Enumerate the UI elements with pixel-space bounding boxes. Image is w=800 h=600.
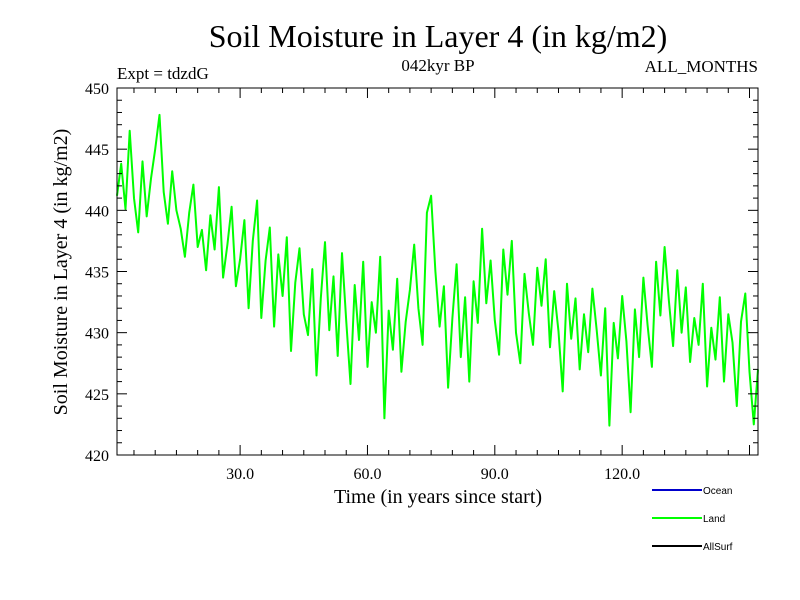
subtitle-experiment: Expt = tdzdG [117,64,209,83]
x-axis-label: Time (in years since start) [334,486,542,508]
legend: Ocean Land AllSurf [652,486,733,553]
x-tick-label: 30.0 [226,466,254,483]
legend-label-allsurf: AllSurf [703,542,733,553]
series-land-line [116,113,759,427]
y-tick-label: 435 [85,265,109,282]
legend-label-land: Land [703,514,725,525]
x-axis: 30.0 60.0 90.0 120.0 [133,88,751,483]
x-tick-label: 90.0 [481,466,509,483]
subtitle-period: 042kyr BP [401,56,474,75]
chart-title: Soil Moisture in Layer 4 (in kg/m2) [209,18,668,54]
x-tick-label: 120.0 [604,466,640,483]
y-axis: 420 425 430 435 440 445 450 [85,81,758,465]
legend-label-ocean: Ocean [703,486,732,497]
y-axis-label: Soil Moisture in Layer 4 (in kg/m2) [50,129,72,416]
y-tick-label: 440 [85,203,109,220]
y-tick-label: 430 [85,326,109,343]
plot-background [117,88,758,455]
y-tick-label: 420 [85,448,109,465]
plot-area [116,87,759,456]
subtitle-months: ALL_MONTHS [645,57,758,76]
y-tick-label: 445 [85,142,109,159]
y-tick-label: 425 [85,387,109,404]
y-tick-label: 450 [85,81,109,98]
x-tick-label: 60.0 [353,466,381,483]
